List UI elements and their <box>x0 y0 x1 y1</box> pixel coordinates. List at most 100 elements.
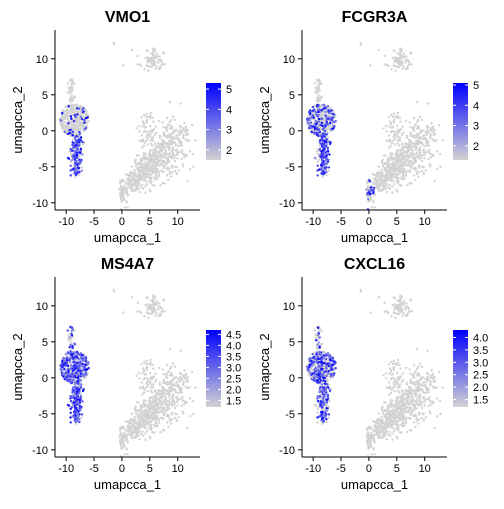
cell-point <box>79 354 81 356</box>
cell-point <box>141 184 143 186</box>
cell-point <box>73 125 75 127</box>
cell-point <box>390 114 392 116</box>
cell-point <box>417 175 419 177</box>
cell-point <box>316 150 318 152</box>
cell-point <box>324 111 326 113</box>
cell-point <box>127 426 129 428</box>
cell-point <box>136 410 138 412</box>
cell-point <box>401 166 403 168</box>
cell-point <box>118 189 120 191</box>
cell-point <box>319 148 321 150</box>
cell-point <box>373 206 375 208</box>
cell-point <box>168 170 170 172</box>
cell-point <box>85 360 87 362</box>
cell-point <box>399 158 401 160</box>
cell-point <box>410 299 412 301</box>
cell-point <box>176 413 178 415</box>
cell-point <box>172 116 174 118</box>
cell-point <box>167 393 169 395</box>
cell-point <box>126 206 128 208</box>
cell-point <box>314 133 316 135</box>
cell-point <box>410 310 412 312</box>
cell-point <box>414 136 416 138</box>
cell-point <box>76 395 78 397</box>
cell-point <box>322 135 324 137</box>
cell-point <box>316 128 318 130</box>
cell-point <box>141 146 143 148</box>
cell-point <box>146 119 148 121</box>
cell-point <box>60 120 62 122</box>
cell-point <box>131 433 133 435</box>
cell-point <box>85 371 87 373</box>
cell-point <box>144 185 146 187</box>
cell-point <box>397 149 399 151</box>
cell-point <box>83 356 85 358</box>
cell-point <box>155 303 157 305</box>
cell-point <box>145 153 147 155</box>
cell-point <box>324 155 326 157</box>
cell-point <box>121 447 123 449</box>
cell-point <box>72 139 74 141</box>
cell-point <box>79 399 81 401</box>
cell-point <box>402 152 404 154</box>
cell-point <box>140 418 142 420</box>
cell-point <box>131 179 133 181</box>
cell-point <box>385 130 387 132</box>
cell-point <box>185 373 187 375</box>
x-tick-label: 5 <box>147 216 153 228</box>
cell-point <box>129 431 131 433</box>
cell-point <box>70 165 72 167</box>
cell-point <box>62 128 64 130</box>
cell-point <box>123 190 125 192</box>
cell-point <box>317 148 319 150</box>
cell-point <box>162 368 164 370</box>
x-tick-label: -5 <box>336 216 346 228</box>
cell-point <box>143 370 145 372</box>
colorbar-tick-label: 3.5 <box>226 351 241 363</box>
cell-point <box>148 420 150 422</box>
cell-point <box>70 126 72 128</box>
cell-point <box>66 116 68 118</box>
cell-point <box>136 176 138 178</box>
cell-point <box>418 171 420 173</box>
cell-point <box>134 174 136 176</box>
cell-point <box>70 373 72 375</box>
colorbar-tick-label: 5 <box>226 84 232 96</box>
cell-point <box>157 152 159 154</box>
cell-point <box>161 411 163 413</box>
cell-point <box>411 148 413 150</box>
cell-point <box>152 419 154 421</box>
cell-point <box>402 174 404 176</box>
cell-point <box>166 415 168 417</box>
cell-point <box>70 115 72 117</box>
cell-point <box>154 157 156 159</box>
cell-point <box>151 136 153 138</box>
cell-point <box>67 110 69 112</box>
cell-point <box>75 135 77 137</box>
cell-point <box>405 120 407 122</box>
cell-point <box>319 153 321 155</box>
y-tick-label: 5 <box>289 90 295 102</box>
cell-point <box>321 156 323 158</box>
cell-point <box>183 122 185 124</box>
cell-point <box>402 170 404 172</box>
cell-point <box>81 118 83 120</box>
y-tick-label: 0 <box>42 126 48 138</box>
cell-point <box>119 440 121 442</box>
cell-point <box>398 161 400 163</box>
cell-point <box>390 392 392 394</box>
y-tick-label: 5 <box>42 337 48 349</box>
cell-point <box>156 65 158 67</box>
cell-point <box>155 174 157 176</box>
cell-point <box>126 453 128 455</box>
cell-point <box>415 153 417 155</box>
cell-point <box>78 174 80 176</box>
cell-point <box>436 168 438 170</box>
cell-point <box>85 124 87 126</box>
cell-point <box>317 105 319 107</box>
cell-point <box>131 413 133 415</box>
cell-point <box>140 426 142 428</box>
cell-point <box>419 116 421 118</box>
cell-point <box>150 417 152 419</box>
